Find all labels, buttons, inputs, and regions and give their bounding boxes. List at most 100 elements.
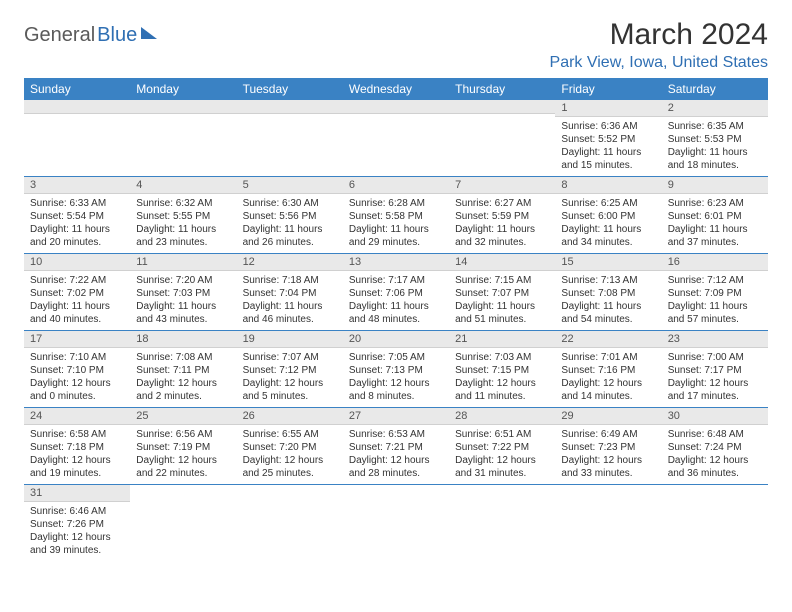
day-body: Sunrise: 6:55 AMSunset: 7:20 PMDaylight:… (237, 425, 343, 484)
calendar-week-row: 3Sunrise: 6:33 AMSunset: 5:54 PMDaylight… (24, 177, 768, 254)
day-number: 10 (24, 254, 130, 271)
day-body: Sunrise: 7:03 AMSunset: 7:15 PMDaylight:… (449, 348, 555, 407)
day-number: 6 (343, 177, 449, 194)
daylight-line: Daylight: 11 hours and 37 minutes. (668, 223, 762, 249)
sunrise-line: Sunrise: 7:00 AM (668, 351, 762, 364)
daylight-line: Daylight: 12 hours and 17 minutes. (668, 377, 762, 403)
sunrise-line: Sunrise: 7:15 AM (455, 274, 549, 287)
day-body: Sunrise: 6:32 AMSunset: 5:55 PMDaylight:… (130, 194, 236, 253)
calendar-cell: 9Sunrise: 6:23 AMSunset: 6:01 PMDaylight… (662, 177, 768, 254)
calendar-cell (449, 100, 555, 177)
day-number: 11 (130, 254, 236, 271)
day-body-empty (130, 114, 236, 166)
day-header: Tuesday (237, 78, 343, 100)
daylight-line: Daylight: 12 hours and 31 minutes. (455, 454, 549, 480)
calendar-cell: 5Sunrise: 6:30 AMSunset: 5:56 PMDaylight… (237, 177, 343, 254)
calendar-cell (555, 485, 661, 562)
daylight-line: Daylight: 12 hours and 22 minutes. (136, 454, 230, 480)
day-number-empty (449, 485, 555, 499)
daylight-line: Daylight: 11 hours and 18 minutes. (668, 146, 762, 172)
sunset-line: Sunset: 7:17 PM (668, 364, 762, 377)
sunset-line: Sunset: 7:15 PM (455, 364, 549, 377)
sunset-line: Sunset: 5:59 PM (455, 210, 549, 223)
day-body: Sunrise: 7:05 AMSunset: 7:13 PMDaylight:… (343, 348, 449, 407)
daylight-line: Daylight: 12 hours and 14 minutes. (561, 377, 655, 403)
sunrise-line: Sunrise: 6:49 AM (561, 428, 655, 441)
logo-text-blue: Blue (97, 24, 137, 47)
sunrise-line: Sunrise: 7:22 AM (30, 274, 124, 287)
sunrise-line: Sunrise: 6:25 AM (561, 197, 655, 210)
sunset-line: Sunset: 7:24 PM (668, 441, 762, 454)
sunrise-line: Sunrise: 6:36 AM (561, 120, 655, 133)
day-number: 23 (662, 331, 768, 348)
calendar-cell: 20Sunrise: 7:05 AMSunset: 7:13 PMDayligh… (343, 331, 449, 408)
sunrise-line: Sunrise: 6:51 AM (455, 428, 549, 441)
day-number-empty (555, 485, 661, 499)
sunrise-line: Sunrise: 6:27 AM (455, 197, 549, 210)
calendar-cell: 15Sunrise: 7:13 AMSunset: 7:08 PMDayligh… (555, 254, 661, 331)
day-number: 27 (343, 408, 449, 425)
sunset-line: Sunset: 7:12 PM (243, 364, 337, 377)
calendar-cell: 26Sunrise: 6:55 AMSunset: 7:20 PMDayligh… (237, 408, 343, 485)
day-number-empty (130, 100, 236, 114)
location-text: Park View, Iowa, United States (550, 54, 768, 72)
logo: GeneralBlue (24, 24, 157, 47)
calendar-cell: 24Sunrise: 6:58 AMSunset: 7:18 PMDayligh… (24, 408, 130, 485)
calendar-cell (24, 100, 130, 177)
day-body: Sunrise: 7:22 AMSunset: 7:02 PMDaylight:… (24, 271, 130, 330)
sunset-line: Sunset: 7:04 PM (243, 287, 337, 300)
calendar-cell (130, 485, 236, 562)
day-body-empty (24, 114, 130, 166)
day-body-empty (662, 499, 768, 551)
day-number: 13 (343, 254, 449, 271)
header: GeneralBlue March 2024 Park View, Iowa, … (24, 18, 768, 72)
sunset-line: Sunset: 7:23 PM (561, 441, 655, 454)
day-body: Sunrise: 7:13 AMSunset: 7:08 PMDaylight:… (555, 271, 661, 330)
day-header: Wednesday (343, 78, 449, 100)
calendar-week-row: 1Sunrise: 6:36 AMSunset: 5:52 PMDaylight… (24, 100, 768, 177)
daylight-line: Daylight: 11 hours and 20 minutes. (30, 223, 124, 249)
day-number-empty (237, 485, 343, 499)
day-header: Friday (555, 78, 661, 100)
sunrise-line: Sunrise: 6:30 AM (243, 197, 337, 210)
day-body-empty (130, 499, 236, 551)
sunset-line: Sunset: 7:07 PM (455, 287, 549, 300)
calendar-week-row: 10Sunrise: 7:22 AMSunset: 7:02 PMDayligh… (24, 254, 768, 331)
daylight-line: Daylight: 11 hours and 43 minutes. (136, 300, 230, 326)
day-number: 3 (24, 177, 130, 194)
day-number-empty (662, 485, 768, 499)
day-number: 25 (130, 408, 236, 425)
calendar-week-row: 31Sunrise: 6:46 AMSunset: 7:26 PMDayligh… (24, 485, 768, 562)
calendar-cell: 2Sunrise: 6:35 AMSunset: 5:53 PMDaylight… (662, 100, 768, 177)
day-body-empty (449, 114, 555, 166)
daylight-line: Daylight: 11 hours and 46 minutes. (243, 300, 337, 326)
daylight-line: Daylight: 12 hours and 36 minutes. (668, 454, 762, 480)
day-number: 29 (555, 408, 661, 425)
calendar-cell: 10Sunrise: 7:22 AMSunset: 7:02 PMDayligh… (24, 254, 130, 331)
sunset-line: Sunset: 5:56 PM (243, 210, 337, 223)
sunrise-line: Sunrise: 6:35 AM (668, 120, 762, 133)
day-number: 21 (449, 331, 555, 348)
day-body: Sunrise: 6:56 AMSunset: 7:19 PMDaylight:… (130, 425, 236, 484)
calendar-cell (343, 485, 449, 562)
day-body: Sunrise: 6:27 AMSunset: 5:59 PMDaylight:… (449, 194, 555, 253)
day-body: Sunrise: 7:15 AMSunset: 7:07 PMDaylight:… (449, 271, 555, 330)
day-number: 14 (449, 254, 555, 271)
day-number: 19 (237, 331, 343, 348)
day-number: 8 (555, 177, 661, 194)
day-body: Sunrise: 6:23 AMSunset: 6:01 PMDaylight:… (662, 194, 768, 253)
sunset-line: Sunset: 7:21 PM (349, 441, 443, 454)
calendar-cell (343, 100, 449, 177)
sunrise-line: Sunrise: 7:18 AM (243, 274, 337, 287)
daylight-line: Daylight: 11 hours and 32 minutes. (455, 223, 549, 249)
day-number: 5 (237, 177, 343, 194)
logo-triangle-icon (141, 27, 157, 39)
day-body: Sunrise: 6:48 AMSunset: 7:24 PMDaylight:… (662, 425, 768, 484)
daylight-line: Daylight: 12 hours and 25 minutes. (243, 454, 337, 480)
day-number: 12 (237, 254, 343, 271)
daylight-line: Daylight: 12 hours and 11 minutes. (455, 377, 549, 403)
sunrise-line: Sunrise: 7:12 AM (668, 274, 762, 287)
sunrise-line: Sunrise: 6:56 AM (136, 428, 230, 441)
sunset-line: Sunset: 6:00 PM (561, 210, 655, 223)
daylight-line: Daylight: 11 hours and 54 minutes. (561, 300, 655, 326)
